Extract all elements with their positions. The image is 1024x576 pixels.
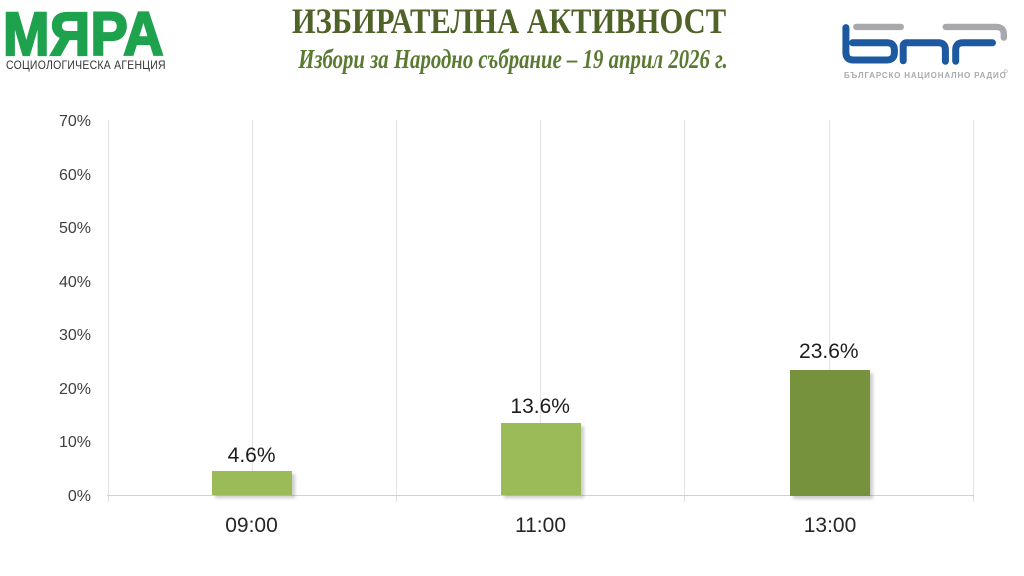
svg-text:БЪЛГАРСКО НАЦИОНАЛНО РАДИО: БЪЛГАРСКО НАЦИОНАЛНО РАДИО [844, 71, 1007, 80]
